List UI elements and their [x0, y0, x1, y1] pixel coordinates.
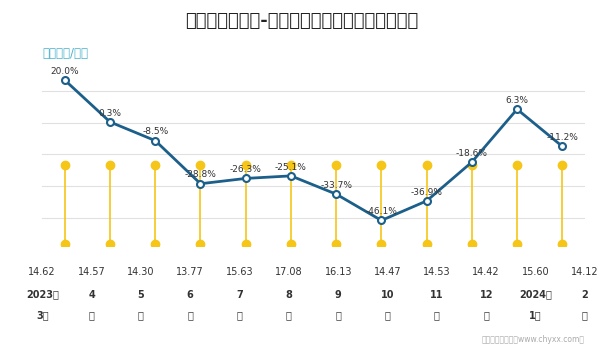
- Text: 月: 月: [188, 311, 193, 320]
- Text: 制图：智研咨询（www.chyxx.com）: 制图：智研咨询（www.chyxx.com）: [482, 335, 585, 344]
- Text: 月: 月: [385, 311, 391, 320]
- Text: 5: 5: [137, 290, 144, 299]
- Text: 6: 6: [187, 290, 194, 299]
- Text: 月: 月: [335, 311, 341, 320]
- Text: 14.12: 14.12: [571, 267, 599, 277]
- Text: 14.53: 14.53: [423, 267, 450, 277]
- Text: -18.6%: -18.6%: [456, 149, 488, 158]
- Text: 月: 月: [483, 311, 489, 320]
- Text: 14.62: 14.62: [28, 267, 56, 277]
- Text: 4: 4: [88, 290, 95, 299]
- Text: -28.8%: -28.8%: [185, 171, 216, 179]
- Text: 近一年大宗商品-生猪月末价格及同比增幅统计图: 近一年大宗商品-生猪月末价格及同比增幅统计图: [185, 12, 418, 30]
- Text: -36.9%: -36.9%: [411, 188, 443, 197]
- Text: 16.13: 16.13: [324, 267, 352, 277]
- Text: 月: 月: [138, 311, 144, 320]
- Text: 20.0%: 20.0%: [51, 67, 79, 76]
- Text: 月: 月: [89, 311, 95, 320]
- Text: 14.30: 14.30: [127, 267, 154, 277]
- Text: 月: 月: [582, 311, 588, 320]
- Text: 3月: 3月: [36, 311, 48, 320]
- Text: 17.08: 17.08: [275, 267, 303, 277]
- Text: 11: 11: [430, 290, 444, 299]
- Text: 0.3%: 0.3%: [98, 109, 122, 118]
- Text: 2023年: 2023年: [26, 290, 58, 299]
- Text: 14.42: 14.42: [472, 267, 500, 277]
- Text: 月: 月: [286, 311, 292, 320]
- Text: 14.47: 14.47: [374, 267, 402, 277]
- Text: 13.77: 13.77: [176, 267, 204, 277]
- Text: 月: 月: [236, 311, 242, 320]
- Text: 6.3%: 6.3%: [505, 96, 529, 105]
- Text: -25.1%: -25.1%: [275, 163, 307, 172]
- Text: 8: 8: [285, 290, 292, 299]
- Text: 2: 2: [581, 290, 589, 299]
- Text: 15.63: 15.63: [226, 267, 253, 277]
- Text: 12: 12: [479, 290, 493, 299]
- Text: 7: 7: [236, 290, 243, 299]
- Text: 15.60: 15.60: [522, 267, 549, 277]
- Text: -33.7%: -33.7%: [320, 181, 352, 190]
- Text: 月: 月: [434, 311, 440, 320]
- Text: 1月: 1月: [529, 311, 542, 320]
- Text: 9: 9: [335, 290, 342, 299]
- Text: -26.3%: -26.3%: [230, 165, 262, 174]
- Text: -8.5%: -8.5%: [142, 127, 168, 137]
- Text: 14.57: 14.57: [78, 267, 106, 277]
- Text: 2024年: 2024年: [519, 290, 552, 299]
- Text: 单位：元/公斤: 单位：元/公斤: [42, 47, 88, 60]
- Text: -46.1%: -46.1%: [365, 207, 397, 216]
- Text: -11.2%: -11.2%: [546, 133, 578, 142]
- Text: 10: 10: [381, 290, 394, 299]
